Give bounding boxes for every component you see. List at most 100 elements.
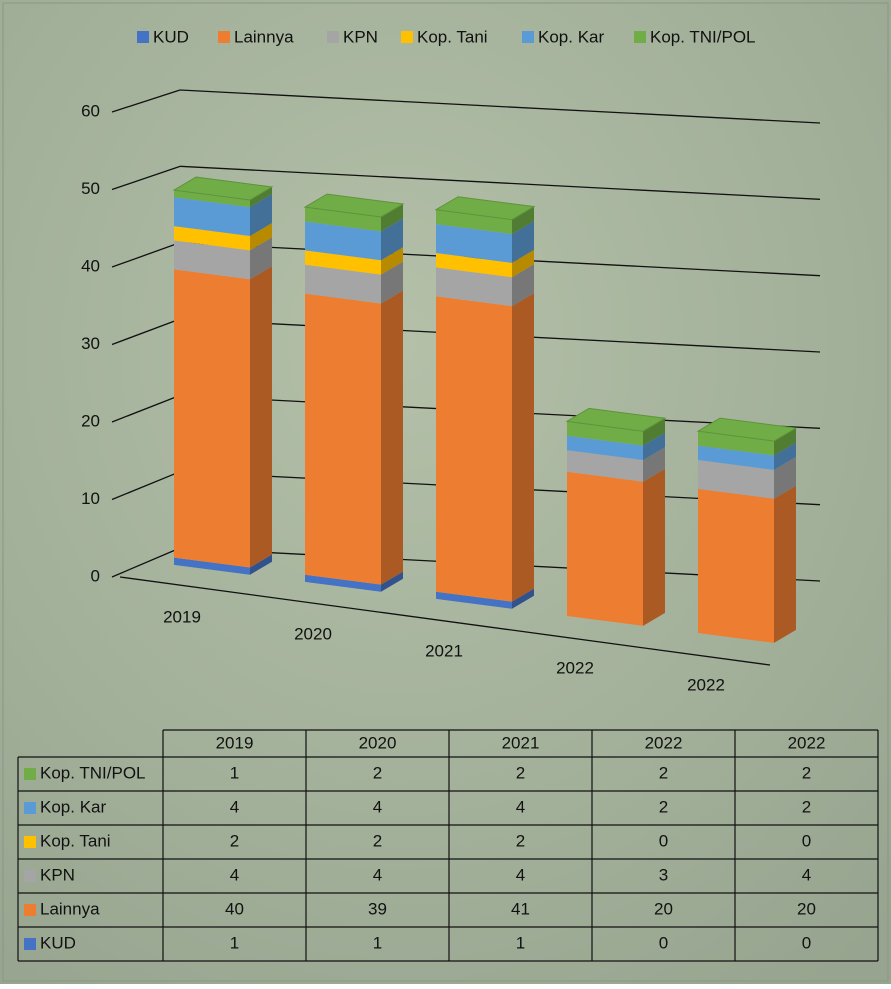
table-cell: 2 bbox=[516, 831, 525, 850]
table-cell: 2 bbox=[659, 763, 668, 782]
grid-line bbox=[111, 394, 181, 423]
x-tick-label: 2022 bbox=[687, 675, 725, 694]
grid-line bbox=[111, 242, 181, 268]
bar-segment bbox=[567, 421, 643, 446]
bar-side bbox=[643, 432, 665, 461]
bar-top bbox=[172, 176, 274, 201]
table-cell: 0 bbox=[659, 831, 668, 850]
legend-label: Lainnya bbox=[234, 27, 294, 46]
table-cell: 4 bbox=[230, 865, 239, 884]
bar-segment bbox=[174, 557, 250, 575]
bar-side bbox=[381, 290, 403, 585]
bar-side bbox=[512, 249, 534, 278]
bar-segment bbox=[305, 250, 381, 275]
table-cell: 41 bbox=[511, 899, 530, 918]
bar-side bbox=[512, 293, 534, 602]
grid-line bbox=[111, 471, 181, 501]
bar-side bbox=[643, 447, 665, 482]
table-row-label: Kop. Tani bbox=[40, 831, 111, 850]
bar-side bbox=[512, 206, 534, 235]
y-tick-label: 20 bbox=[81, 411, 100, 430]
legend-swatch bbox=[522, 31, 534, 43]
table-cell: 1 bbox=[373, 933, 382, 952]
bar-side bbox=[250, 237, 272, 280]
bar-side bbox=[250, 194, 272, 236]
grid-line bbox=[179, 89, 821, 124]
table-cell: 3 bbox=[659, 865, 668, 884]
table-cell: 4 bbox=[516, 865, 525, 884]
table-cell: 0 bbox=[802, 933, 811, 952]
bar-segment bbox=[567, 450, 643, 482]
bar-side bbox=[774, 485, 796, 643]
table-cell: 4 bbox=[373, 865, 382, 884]
legend-swatch bbox=[401, 31, 413, 43]
table-cell: 40 bbox=[225, 899, 244, 918]
floor-edge bbox=[119, 576, 771, 666]
table-cell: 4 bbox=[230, 797, 239, 816]
bar-segment bbox=[436, 591, 512, 609]
table-cell: 1 bbox=[230, 933, 239, 952]
bar-segment bbox=[305, 264, 381, 304]
bar-segment bbox=[174, 197, 250, 236]
grid-line bbox=[179, 165, 821, 200]
legend-swatch bbox=[137, 31, 149, 43]
table-swatch bbox=[24, 870, 36, 882]
table-cell: 1 bbox=[516, 933, 525, 952]
bar-side bbox=[643, 468, 665, 626]
table-cell: 0 bbox=[659, 933, 668, 952]
table-header: 2019 bbox=[216, 733, 254, 752]
table-swatch bbox=[24, 938, 36, 950]
bar-side bbox=[381, 247, 403, 275]
bar-side bbox=[774, 442, 796, 470]
bar-side bbox=[774, 428, 796, 456]
table-cell: 4 bbox=[516, 797, 525, 816]
bar-top bbox=[303, 193, 405, 218]
y-tick-label: 50 bbox=[81, 179, 100, 198]
table-cell: 1 bbox=[230, 763, 239, 782]
bar-segment bbox=[698, 445, 774, 470]
bar-side bbox=[381, 571, 403, 592]
legend-swatch bbox=[634, 31, 646, 43]
table-header: 2022 bbox=[788, 733, 826, 752]
table-swatch bbox=[24, 836, 36, 848]
x-tick-label: 2020 bbox=[294, 624, 332, 643]
bar-segment bbox=[174, 190, 250, 208]
bar-segment bbox=[698, 431, 774, 456]
bar-segment bbox=[305, 293, 381, 585]
bar-segment bbox=[436, 267, 512, 307]
bar-side bbox=[250, 222, 272, 251]
bar-side bbox=[381, 218, 403, 261]
table-row-label: KUD bbox=[40, 933, 76, 952]
table-cell: 4 bbox=[373, 797, 382, 816]
bar-side bbox=[250, 554, 272, 575]
bar-side bbox=[512, 264, 534, 307]
table-header: 2020 bbox=[359, 733, 397, 752]
table-row-label: Kop. TNI/POL bbox=[40, 763, 146, 782]
legend-label: Kop. Kar bbox=[538, 27, 604, 46]
table-swatch bbox=[24, 802, 36, 814]
bar-segment bbox=[436, 224, 512, 263]
y-tick-label: 60 bbox=[81, 101, 100, 120]
table-cell: 0 bbox=[802, 831, 811, 850]
table-row-label: Lainnya bbox=[40, 899, 100, 918]
grid-line bbox=[111, 318, 181, 346]
bar-segment bbox=[436, 296, 512, 602]
table-swatch bbox=[24, 768, 36, 780]
bar-segment bbox=[567, 471, 643, 626]
legend-swatch bbox=[327, 31, 339, 43]
table-cell: 2 bbox=[516, 763, 525, 782]
x-tick-label: 2019 bbox=[163, 607, 201, 626]
bar-segment bbox=[174, 226, 250, 251]
table-cell: 4 bbox=[802, 865, 811, 884]
table-cell: 2 bbox=[373, 831, 382, 850]
legend-label: Kop. Tani bbox=[417, 27, 488, 46]
bar-segment bbox=[174, 269, 250, 568]
x-tick-label: 2021 bbox=[425, 641, 463, 660]
table-cell: 20 bbox=[797, 899, 816, 918]
grid-line bbox=[111, 165, 181, 191]
y-tick-label: 40 bbox=[81, 256, 100, 275]
table-cell: 2 bbox=[230, 831, 239, 850]
table-row-label: Kop. Kar bbox=[40, 797, 106, 816]
